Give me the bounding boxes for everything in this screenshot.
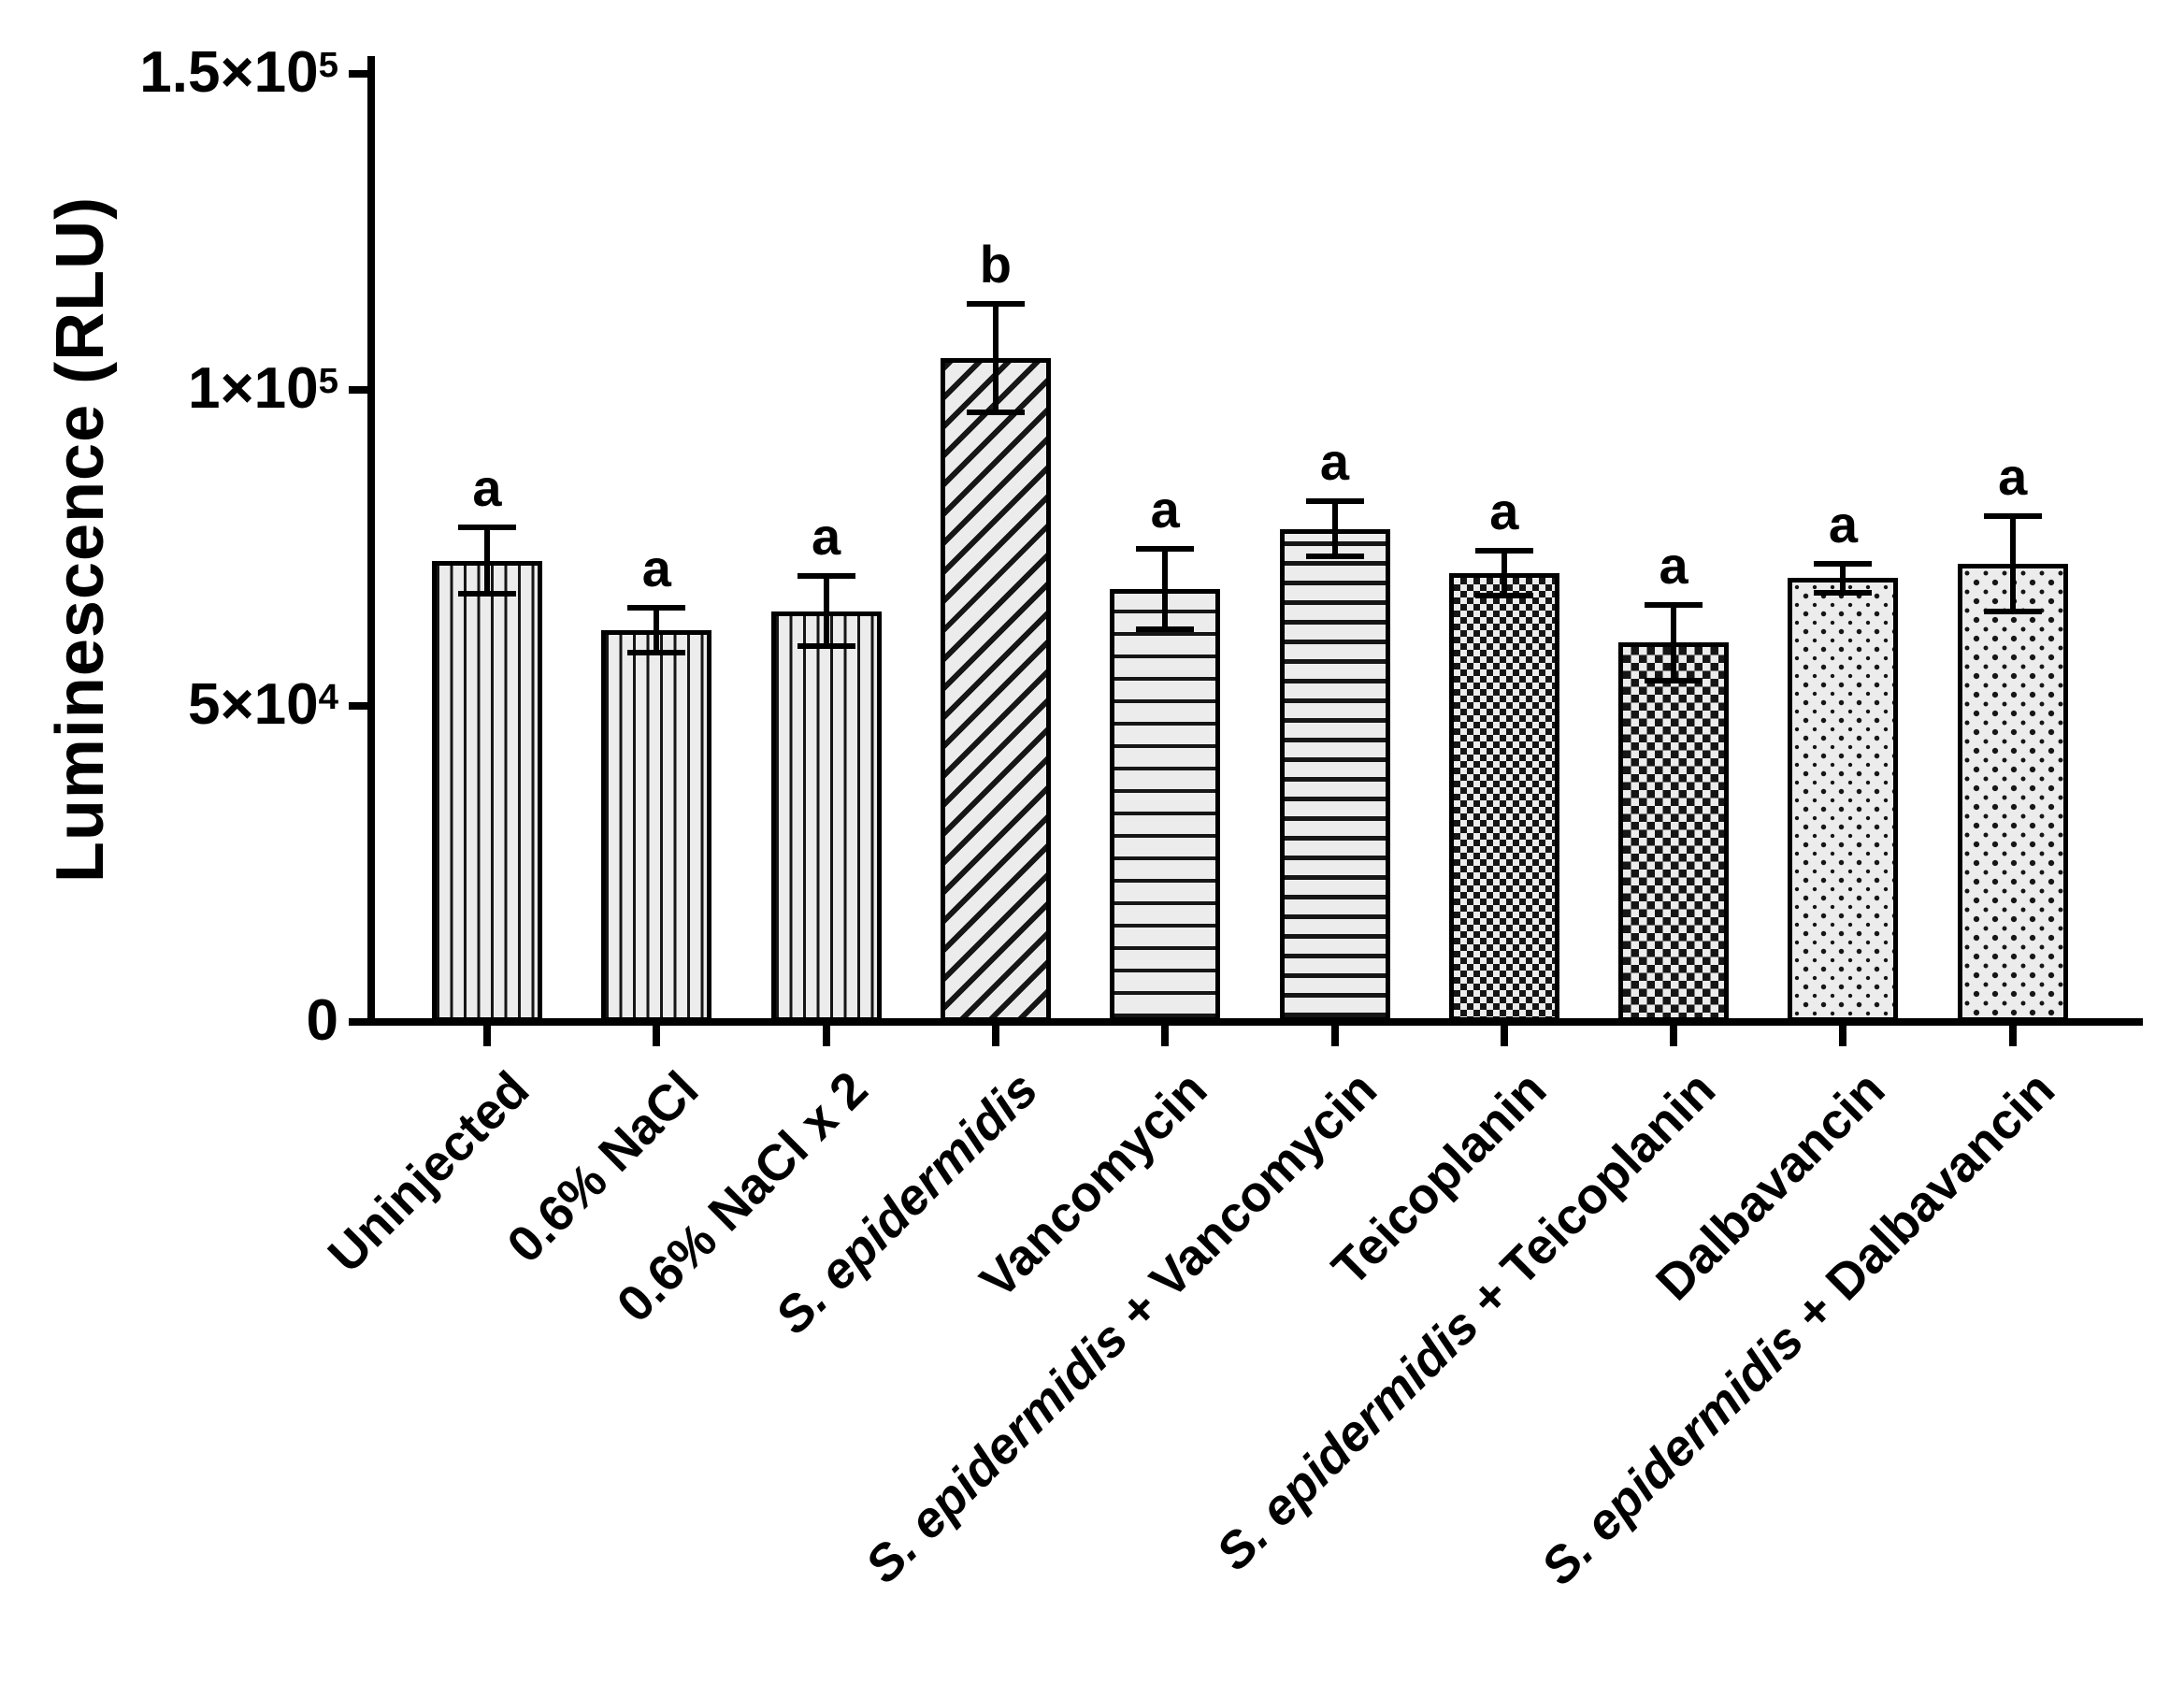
- significance-letter: a: [1319, 431, 1350, 491]
- bar: [940, 358, 1051, 1022]
- x-tick-mark: [1670, 1026, 1678, 1046]
- y-tick-label: 5×104: [188, 676, 338, 734]
- y-tick-label-exponent: 4: [318, 676, 338, 717]
- bar: [601, 629, 712, 1022]
- error-bar-cap-top: [458, 525, 516, 531]
- x-tick-label-species: S. epidermidis: [1530, 1312, 1815, 1596]
- significance-letter: a: [1828, 494, 1858, 554]
- y-tick-label-base: 1.5×10: [139, 40, 319, 105]
- error-bar-cap-bottom: [1983, 608, 2042, 614]
- x-tick-mark: [1839, 1026, 1847, 1046]
- error-bar-cap-top: [1645, 601, 1703, 608]
- y-tick-label-exponent: 5: [318, 360, 338, 401]
- error-bar-cap-top: [1136, 546, 1195, 553]
- significance-letter: a: [641, 539, 671, 598]
- error-bar-cap-top: [1814, 560, 1873, 567]
- y-tick-label-base: 0: [306, 988, 338, 1053]
- error-bar-line: [1162, 549, 1169, 629]
- significance-letter: a: [1659, 535, 1688, 595]
- error-bar-line: [992, 304, 999, 413]
- error-bar-line: [1501, 551, 1507, 596]
- bar: [1448, 573, 1559, 1022]
- x-tick-mark: [991, 1026, 999, 1046]
- error-bar-line: [1840, 563, 1846, 593]
- y-tick-label: 1.5×105: [139, 44, 338, 102]
- y-tick-label-exponent: 5: [318, 44, 338, 85]
- x-tick-mark: [653, 1026, 661, 1046]
- x-tick-mark: [1330, 1026, 1339, 1046]
- error-bar-cap-bottom: [1474, 592, 1533, 598]
- y-tick-label-base: 1×10: [187, 356, 319, 421]
- bar: [1279, 528, 1390, 1022]
- x-tick-label-species: S. epidermidis: [855, 1310, 1139, 1594]
- x-axis-line: [367, 1018, 2143, 1026]
- error-bar-cap-bottom: [1645, 677, 1703, 683]
- error-bar-cap-top: [1983, 513, 2042, 520]
- bar: [1957, 563, 2068, 1022]
- error-bar-cap-top: [1474, 548, 1533, 554]
- y-tick-mark: [349, 1018, 371, 1026]
- x-tick-mark: [1161, 1026, 1170, 1046]
- bar: [1110, 588, 1221, 1022]
- significance-letter: a: [472, 458, 502, 518]
- error-bar-cap-bottom: [1305, 554, 1364, 560]
- error-bar-line: [1671, 604, 1677, 681]
- x-tick-mark: [483, 1026, 491, 1046]
- error-bar-cap-bottom: [458, 590, 516, 597]
- y-axis-line: [367, 56, 375, 1026]
- significance-letter: b: [979, 235, 1012, 295]
- x-tick-label: Uninjected: [317, 1060, 540, 1284]
- error-bar-cap-bottom: [1814, 589, 1873, 596]
- significance-letter: a: [1150, 480, 1180, 539]
- error-bar-cap-bottom: [966, 410, 1025, 416]
- x-tick-label-text: Uninjected: [317, 1060, 540, 1284]
- x-tick-label-species: S. epidermidis: [1206, 1297, 1490, 1582]
- error-bar-line: [484, 527, 490, 594]
- error-bar-cap-top: [966, 301, 1025, 308]
- bar: [1788, 578, 1899, 1022]
- significance-letter: a: [812, 507, 841, 567]
- bar: [1618, 642, 1730, 1022]
- x-tick-mark: [1500, 1026, 1508, 1046]
- error-bar-cap-top: [1305, 497, 1364, 504]
- error-bar-cap-bottom: [1136, 626, 1195, 632]
- error-bar-line: [2009, 516, 2016, 611]
- x-tick-mark: [822, 1026, 830, 1046]
- y-tick-label-base: 5×10: [187, 672, 319, 737]
- y-tick-mark: [349, 702, 371, 710]
- y-tick-mark: [349, 70, 371, 78]
- bar: [770, 611, 882, 1022]
- error-bar-cap-top: [627, 605, 686, 611]
- significance-letter: a: [1998, 447, 2028, 507]
- bar: [432, 560, 542, 1022]
- y-tick-mark: [349, 386, 371, 394]
- y-tick-label: 0: [307, 992, 338, 1050]
- error-bar-cap-bottom: [797, 642, 855, 649]
- significance-letter: a: [1489, 482, 1519, 541]
- x-tick-mark: [2008, 1026, 2017, 1046]
- error-bar-cap-bottom: [627, 649, 686, 655]
- error-bar-line: [654, 608, 660, 653]
- error-bar-line: [823, 576, 829, 646]
- y-axis-title: Luminescence (RLU): [43, 195, 118, 884]
- error-bar-line: [1331, 500, 1338, 557]
- y-tick-label: 1×105: [188, 360, 338, 418]
- error-bar-cap-top: [797, 573, 855, 580]
